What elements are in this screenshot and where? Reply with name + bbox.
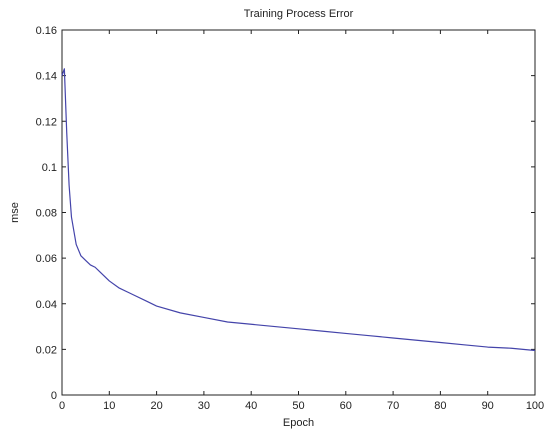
chart-title: Training Process Error: [244, 8, 354, 20]
series-group: [61, 68, 536, 352]
axis-ticks: 0 10 20 30 40 50 60 70 80 90 100 0 0.02 0.04 0.06 0.08 0…: [36, 25, 545, 412]
y-tick-label: 0.14: [36, 71, 57, 83]
y-tick-label: 0.12: [36, 116, 57, 128]
x-tick-label: 60: [340, 400, 352, 412]
y-tick-label: 0.04: [36, 299, 57, 311]
mse-series-line: [61, 68, 536, 352]
x-tick-label: 100: [526, 400, 544, 412]
x-tick-label: 40: [245, 400, 257, 412]
y-axis-label: mse: [9, 202, 21, 223]
y-tick-label: 0.16: [36, 25, 57, 37]
x-tick-label: 30: [198, 400, 210, 412]
x-tick-label: 20: [150, 400, 162, 412]
x-tick-label: 10: [103, 400, 115, 412]
x-axis-label: Epoch: [283, 417, 314, 429]
y-tick-label: 0.1: [42, 162, 57, 174]
x-tick-label: 50: [292, 400, 304, 412]
x-tick-label: 80: [434, 400, 446, 412]
x-tick-label: 70: [387, 400, 399, 412]
x-tick-label: 90: [482, 400, 494, 412]
y-tick-label: 0: [51, 390, 57, 402]
y-tick-label: 0.06: [36, 253, 57, 265]
plot-area: [61, 29, 536, 396]
y-tick-label: 0.08: [36, 208, 57, 220]
x-tick-label: 0: [59, 400, 65, 412]
y-tick-label: 0.02: [36, 344, 57, 356]
